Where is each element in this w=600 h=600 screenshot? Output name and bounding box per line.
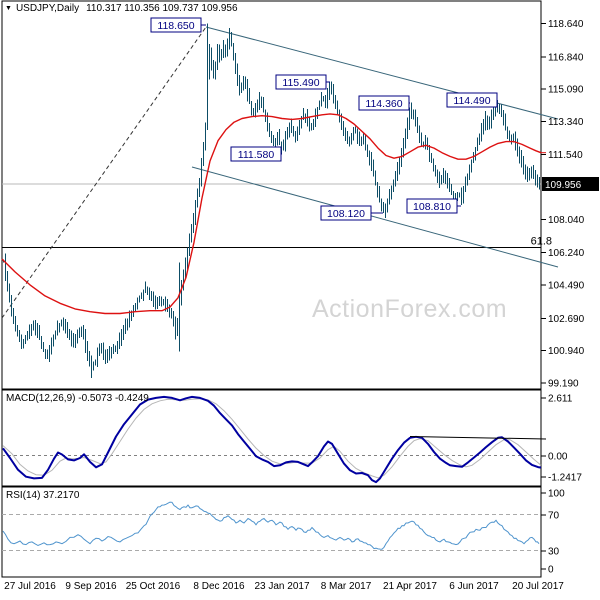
price-tick-label: 108.040 (548, 215, 585, 226)
date-tick-label: 20 Jul 2017 (512, 581, 564, 592)
fib-618-label: 61.8 (531, 236, 552, 248)
price-annotation-108.810[interactable]: 108.810 (406, 198, 461, 214)
macd-indicator-label: MACD(12,26,9) -0.5073 -0.4249 (6, 393, 149, 404)
macd-axis-label: 2.611 (548, 394, 573, 405)
main-price-panel-border[interactable] (1, 0, 542, 390)
rsi-indicator-label: RSI(14) 37.2170 (6, 490, 80, 501)
date-tick-label: 27 Jul 2016 (4, 581, 56, 592)
chart-title: ▼ USDJPY,Daily 110.317 110.356 109.737 109… (5, 3, 238, 14)
moving-average-line[interactable] (1, 113, 542, 315)
macd-panel-border[interactable] (1, 389, 542, 487)
price-annotation-108.120[interactable]: 108.120 (320, 205, 383, 221)
watermark: ActionForex.com (312, 295, 508, 323)
price-annotation-114.490[interactable]: 114.490 (446, 92, 498, 108)
rsi-panel-border[interactable] (1, 486, 542, 578)
date-tick-label: 21 Apr 2017 (383, 581, 437, 592)
symbol-period-label: USDJPY,Daily (15, 3, 80, 14)
rising-dashed-trendline[interactable] (1, 26, 207, 319)
date-tick-label: 9 Sep 2016 (65, 581, 117, 592)
descending-channel-lower[interactable] (191, 166, 559, 268)
rsi-line[interactable] (2, 501, 540, 550)
symbol-dropdown-icon[interactable]: ▼ (5, 5, 12, 12)
macd-resistance-trendline[interactable] (409, 436, 547, 440)
price-tick-label: 100.940 (548, 346, 585, 357)
ohlc-values: 110.317 110.356 109.737 109.956 (86, 3, 238, 14)
price-tick-label: 99.190 (548, 379, 579, 390)
rsi-axis-label: 100 (548, 489, 565, 500)
svg-text:114.490: 114.490 (453, 95, 490, 107)
rsi-axis-label: 30 (548, 547, 560, 558)
date-tick-label: 8 Dec 2016 (193, 581, 245, 592)
macd-main-line[interactable] (2, 395, 542, 484)
price-tick-label: 118.640 (548, 19, 584, 30)
panel-frames (1, 0, 542, 578)
macd-axis-label: 0.00 (548, 452, 568, 463)
svg-text:114.360: 114.360 (365, 98, 402, 110)
svg-text:115.490: 115.490 (282, 77, 319, 89)
rsi-axis-label: 70 (548, 511, 560, 522)
svg-text:111.580: 111.580 (238, 149, 275, 161)
date-axis: 27 Jul 2016 9 Sep 2016 25 Oct 2016 8 Dec 20… (4, 581, 564, 592)
price-tick-label: 106.240 (548, 248, 585, 259)
svg-text:118.650: 118.650 (157, 20, 194, 32)
price-tick-label: 111.540 (548, 150, 583, 161)
price-annotations: 118.650 115.490 114.360 114.490 111.580 108.1… (150, 17, 498, 221)
price-tick-label: 102.690 (548, 314, 585, 325)
svg-text:109.956: 109.956 (545, 180, 582, 191)
price-annotation-111.580[interactable]: 111.580 (230, 146, 282, 162)
current-price-tag: 109.956 (542, 177, 599, 191)
price-annotation-115.490[interactable]: 115.490 (275, 74, 330, 90)
macd-axis-label: -1.2417 (548, 473, 582, 484)
date-tick-label: 25 Oct 2016 (126, 581, 181, 592)
price-tick-label: 104.490 (548, 281, 585, 292)
rsi-axis-label: 0 (548, 565, 554, 576)
price-tick-label: 113.340 (548, 117, 584, 128)
descending-channel-upper[interactable] (205, 26, 559, 120)
svg-text:108.120: 108.120 (327, 208, 365, 220)
svg-text:108.810: 108.810 (413, 201, 451, 213)
date-tick-label: 8 Mar 2017 (321, 581, 372, 592)
macd-signal-line[interactable] (2, 398, 542, 479)
price-annotation-114.360[interactable]: 114.360 (358, 95, 410, 111)
date-tick-label: 6 Jun 2017 (449, 581, 499, 592)
price-tick-label: 116.840 (548, 52, 584, 63)
price-axis: 118.640 116.840 115.090 113.340 111.540 108.0… (541, 19, 585, 390)
date-tick-label: 23 Jan 2017 (254, 581, 309, 592)
price-annotation-118.650[interactable]: 118.650 (150, 17, 206, 33)
price-tick-label: 115.090 (548, 85, 584, 96)
